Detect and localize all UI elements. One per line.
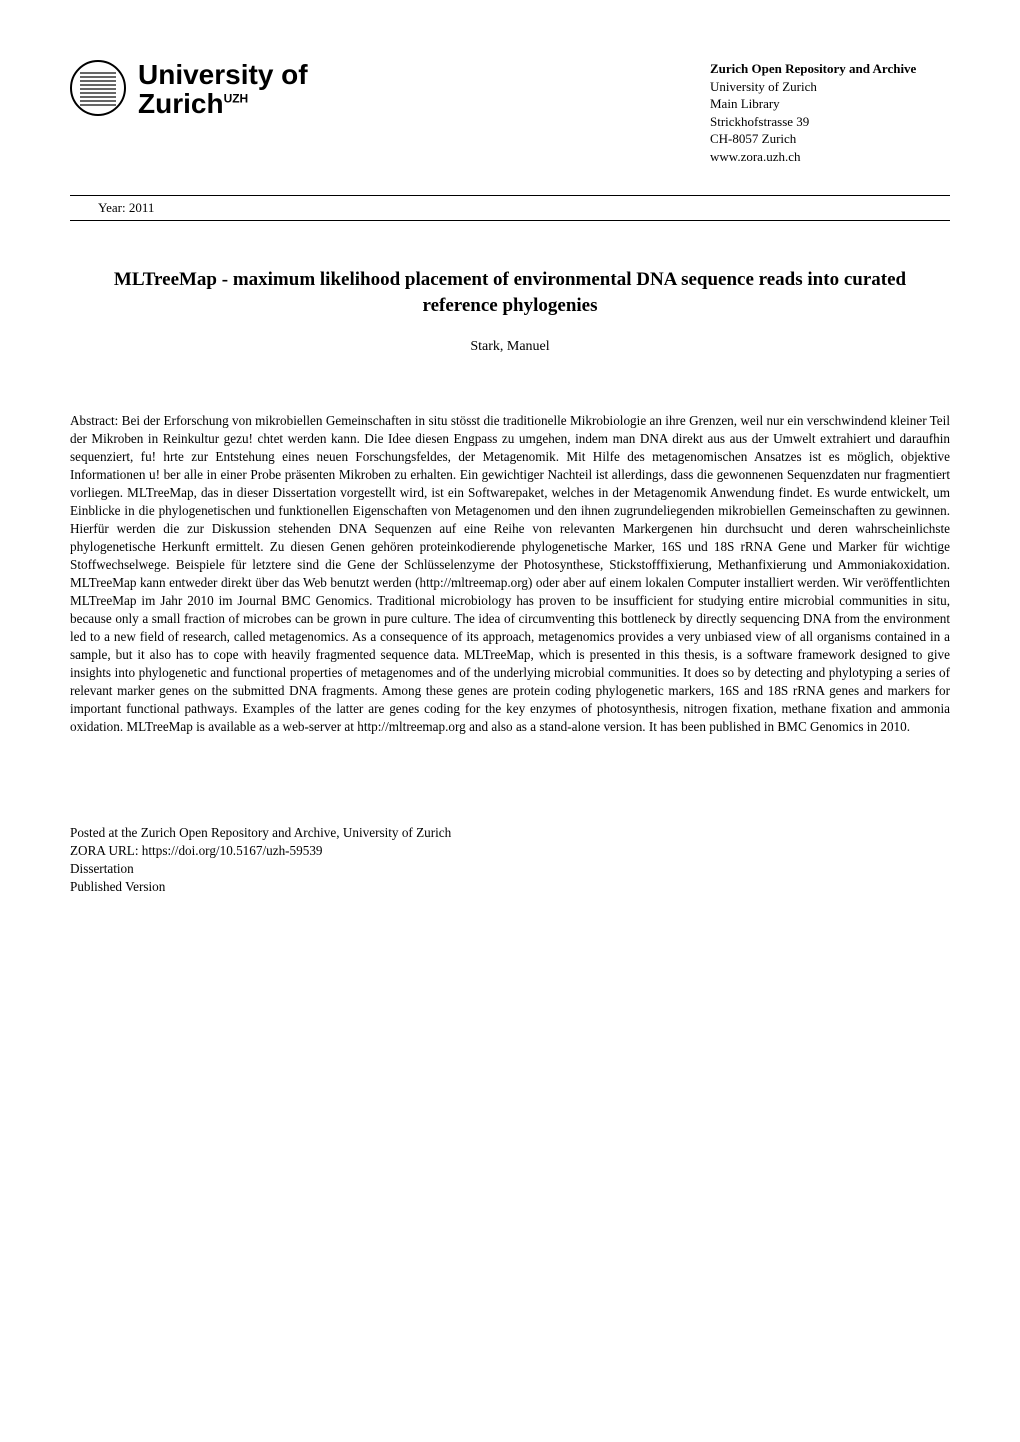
footer-line: ZORA URL: https://doi.org/10.5167/uzh-59… — [70, 842, 950, 860]
footer: Posted at the Zurich Open Repository and… — [70, 824, 950, 897]
footer-line: Dissertation — [70, 860, 950, 878]
archive-line: University of Zurich — [710, 78, 950, 96]
divider-top — [70, 195, 950, 196]
archive-line: Strickhofstrasse 39 — [710, 113, 950, 131]
footer-line: Published Version — [70, 878, 950, 896]
archive-block: Zurich Open Repository and Archive Unive… — [710, 60, 950, 165]
author: Stark, Manuel — [70, 337, 950, 357]
header-row: University of ZurichUZH Zurich Open Repo… — [70, 60, 950, 165]
archive-line: www.zora.uzh.ch — [710, 148, 950, 166]
footer-line: Posted at the Zurich Open Repository and… — [70, 824, 950, 842]
archive-line: Main Library — [710, 95, 950, 113]
page-title: MLTreeMap - maximum likelihood placement… — [70, 267, 950, 318]
logo-line2-main: Zurich — [138, 88, 224, 119]
logo-sup: UZH — [224, 92, 249, 106]
logo-text: University of ZurichUZH — [138, 60, 308, 119]
logo-line1: University of — [138, 60, 308, 89]
uzh-seal-inner — [80, 70, 116, 106]
abstract: Abstract: Bei der Erforschung von mikrob… — [70, 412, 950, 735]
divider-bottom — [70, 220, 950, 221]
archive-line: CH-8057 Zurich — [710, 130, 950, 148]
archive-title: Zurich Open Repository and Archive — [710, 60, 950, 78]
uzh-seal-icon — [70, 60, 126, 116]
logo-line2: ZurichUZH — [138, 89, 308, 118]
logo-block: University of ZurichUZH — [70, 60, 308, 119]
year-label: Year: 2011 — [70, 198, 950, 218]
